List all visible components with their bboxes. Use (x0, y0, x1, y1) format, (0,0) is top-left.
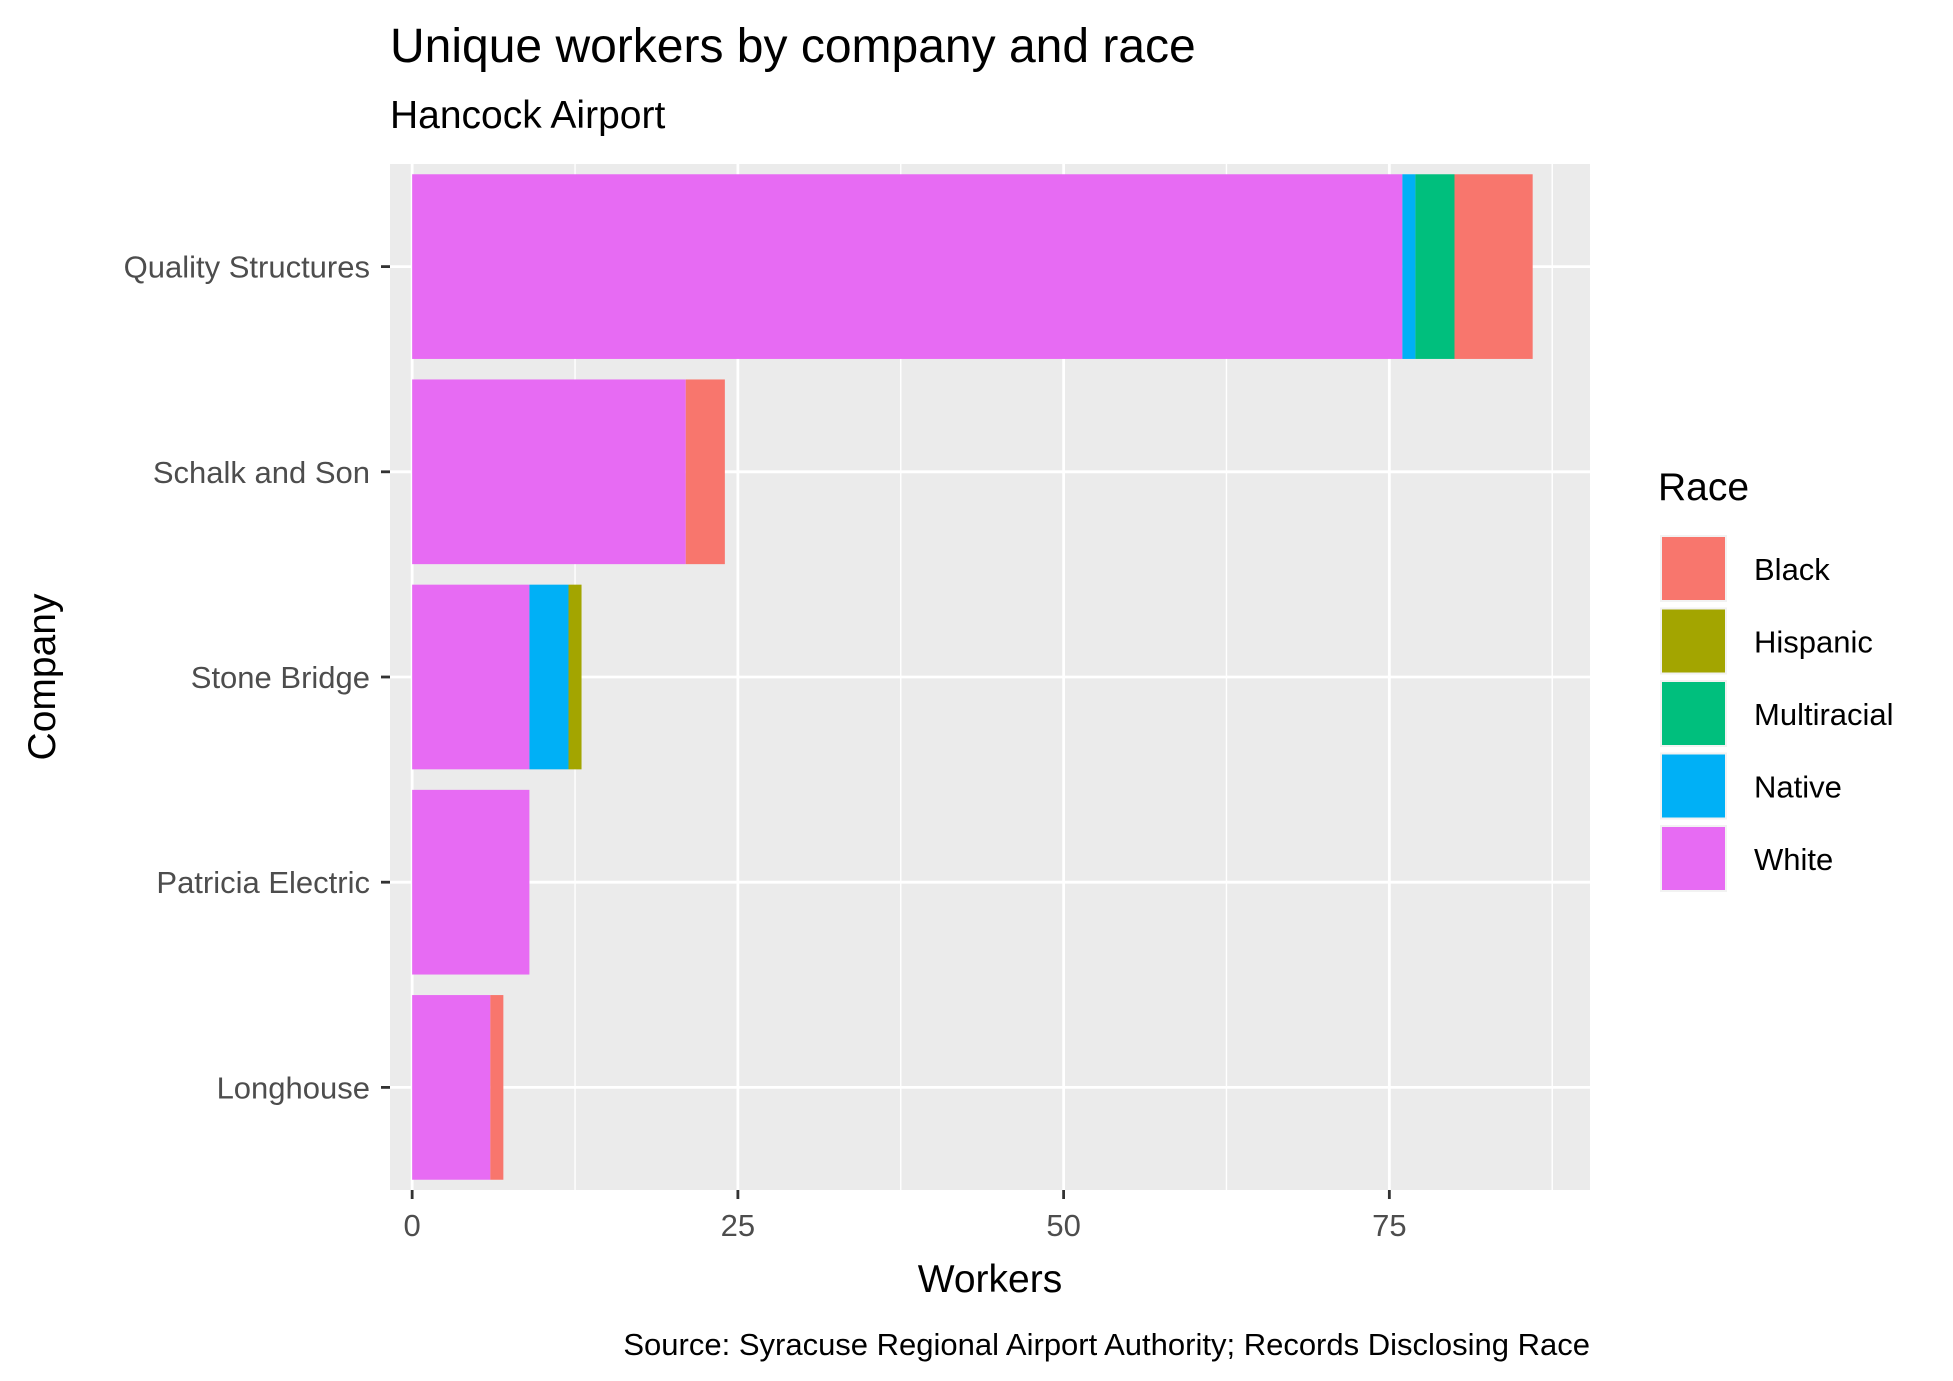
x-tick-label: 50 (1046, 1208, 1080, 1243)
legend-title: Race (1658, 466, 1749, 509)
chart-subtitle: Hancock Airport (390, 94, 665, 137)
x-axis: 0 25 50 75 (404, 1190, 1407, 1243)
bar-schalk-and-son-black (685, 379, 725, 565)
bar-stone-bridge-hispanic (568, 584, 582, 770)
legend: Black Hispanic Multiracial Native White (1660, 535, 1894, 892)
legend-swatch-native (1662, 754, 1725, 818)
bar-patricia-electric-white (412, 789, 530, 975)
x-axis-title: Workers (918, 1258, 1062, 1301)
bar-longhouse-black (490, 995, 504, 1180)
x-tick-label: 0 (404, 1208, 421, 1243)
y-tick-label: Schalk and Son (153, 455, 370, 490)
legend-label-black: Black (1754, 552, 1830, 587)
bar-stone-bridge-white (412, 584, 530, 770)
bars (412, 174, 1533, 1180)
legend-swatch-hispanic (1662, 609, 1725, 673)
bar-quality-structures-black (1454, 174, 1533, 359)
legend-swatch-multiracial (1662, 682, 1725, 745)
bar-quality-structures-white (412, 174, 1403, 359)
bar-schalk-and-son-white (412, 379, 686, 565)
legend-label-hispanic: Hispanic (1754, 625, 1873, 660)
legend-swatch-black (1662, 537, 1725, 600)
legend-label-white: White (1754, 842, 1833, 877)
y-tick-label: Quality Structures (124, 250, 370, 285)
bar-quality-structures-multiracial (1415, 174, 1455, 359)
bar-longhouse-white (412, 995, 491, 1180)
y-tick-label: Patricia Electric (156, 865, 370, 900)
y-tick-label: Stone Bridge (191, 660, 370, 695)
chart-title: Unique workers by company and race (390, 20, 1196, 73)
bar-quality-structures-native (1402, 174, 1416, 359)
chart-caption: Source: Syracuse Regional Airport Author… (623, 1327, 1590, 1362)
y-axis-title: Company (21, 593, 64, 760)
y-axis: Quality Structures Schalk and Son Stone Br… (124, 250, 390, 1105)
legend-label-multiracial: Multiracial (1754, 697, 1894, 732)
y-tick-label: Longhouse (217, 1070, 370, 1105)
bar-stone-bridge-native (529, 584, 569, 770)
x-tick-label: 75 (1372, 1208, 1406, 1243)
x-tick-label: 25 (721, 1208, 755, 1243)
legend-label-native: Native (1754, 770, 1842, 805)
legend-swatch-white (1662, 827, 1725, 890)
